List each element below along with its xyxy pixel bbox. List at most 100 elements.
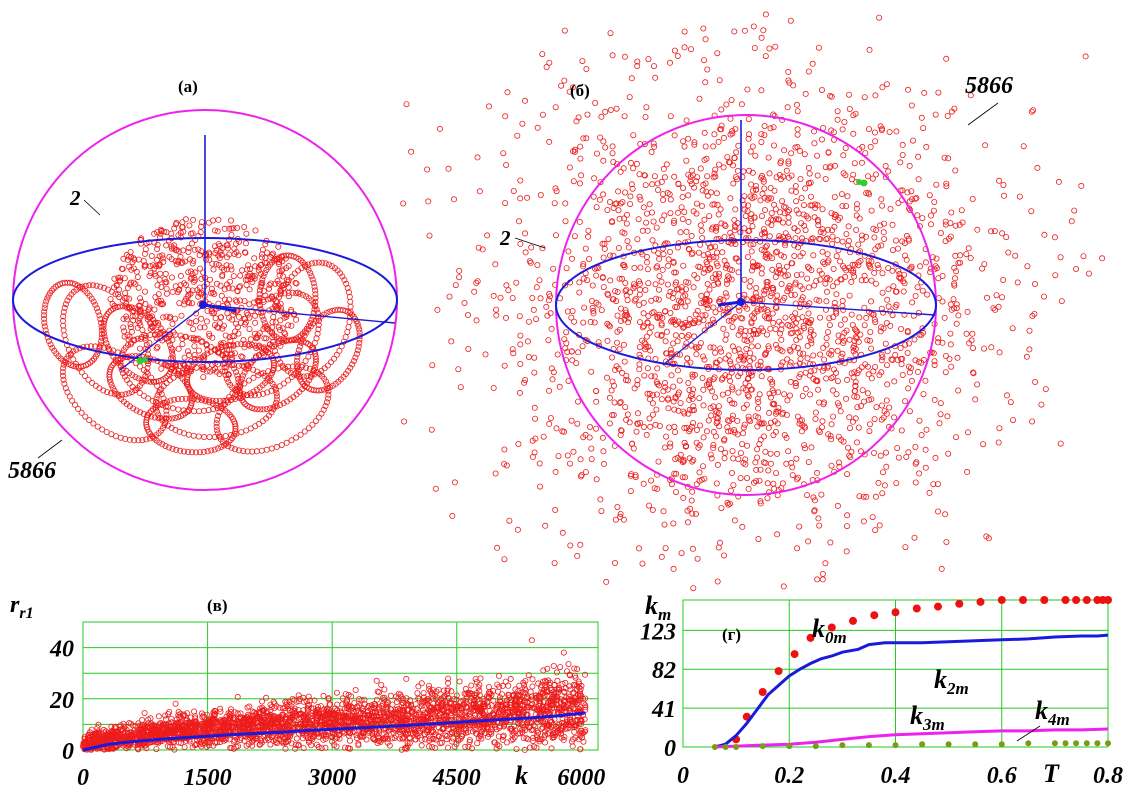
trajectory-point (724, 154, 731, 161)
trajectory-point (283, 439, 290, 446)
trajectory-point (794, 126, 801, 133)
trajectory-point (567, 542, 574, 549)
trajectory-point (936, 420, 943, 427)
trajectory-point (347, 303, 354, 310)
trajectory-point (307, 319, 314, 326)
trajectory-point (149, 324, 156, 331)
trajectory-point (177, 413, 184, 420)
trajectory-point (231, 365, 238, 372)
trajectory-point (766, 233, 773, 240)
trajectory-point (333, 351, 340, 358)
trajectory-point (158, 283, 165, 290)
trajectory-point (235, 313, 242, 320)
trajectory-point (650, 218, 657, 225)
trajectory-point (229, 285, 236, 292)
trajectory-point (953, 320, 960, 327)
trajectory-point (566, 164, 573, 171)
trajectory-point (239, 267, 246, 274)
trajectory-point (307, 374, 314, 381)
trajectory-point (222, 332, 229, 339)
trajectory-point (162, 418, 169, 425)
trajectory-point (215, 324, 222, 331)
trajectory-point (267, 280, 274, 287)
trajectory-point (694, 275, 701, 282)
trajectory-point (769, 310, 776, 317)
trajectory-point (115, 274, 122, 281)
trajectory-point (272, 280, 279, 287)
trajectory-point (685, 519, 692, 526)
trajectory-point (598, 113, 605, 120)
trajectory-point (536, 460, 543, 467)
trajectory-point (785, 448, 792, 455)
trajectory-point (575, 398, 582, 405)
trajectory-point (261, 335, 268, 342)
trajectory-point (830, 366, 837, 373)
trajectory-point (846, 414, 853, 421)
trajectory-point (714, 461, 721, 468)
trajectory-point (833, 391, 840, 398)
trajectory-point (159, 255, 166, 262)
trajectory-point (143, 369, 150, 376)
trajectory-point (517, 177, 524, 184)
trajectory-point (254, 406, 261, 413)
trajectory-point (585, 233, 592, 240)
trajectory-point (165, 237, 172, 244)
trajectory-point (661, 174, 668, 181)
trajectory-point (537, 295, 544, 302)
trajectory-point (266, 281, 273, 288)
trajectory-point (827, 92, 834, 99)
trajectory-point (755, 536, 762, 543)
trajectory-point (750, 23, 757, 30)
trajectory-point (602, 108, 609, 115)
trajectory-point (661, 212, 668, 219)
trajectory-point (274, 255, 281, 262)
trajectory-point (647, 423, 654, 430)
trajectory-point (777, 330, 784, 337)
trajectory-point (819, 248, 826, 255)
trajectory-point (915, 153, 922, 160)
trajectory-point (1071, 207, 1078, 214)
trajectory-point (840, 152, 847, 159)
trajectory-point (285, 293, 292, 300)
trajectory-point (241, 223, 248, 230)
trajectory-point (141, 263, 148, 270)
trajectory-point (293, 434, 300, 441)
trajectory-point (879, 289, 886, 296)
trajectory-point (680, 262, 687, 269)
trajectory-point (715, 211, 722, 218)
trajectory-point (252, 312, 259, 319)
trajectory-point (850, 130, 857, 137)
trajectory-point (747, 148, 754, 155)
trajectory-point (881, 235, 888, 242)
trajectory-point (932, 111, 939, 118)
trajectory-point (817, 314, 824, 321)
trajectory-point (474, 278, 481, 285)
trajectory-point (159, 441, 166, 448)
trajectory-point (773, 470, 780, 477)
trajectory-point (160, 328, 167, 335)
trajectory-point (948, 209, 955, 216)
trajectory-point (122, 391, 129, 398)
trajectory-point (702, 36, 709, 43)
trajectory-point (600, 138, 607, 145)
trajectory-point (307, 342, 314, 349)
trajectory-point (667, 196, 674, 203)
trajectory-point (310, 367, 317, 374)
trajectory-point (733, 149, 740, 156)
trajectory-point (293, 357, 300, 364)
trajectory-point (589, 282, 596, 289)
trajectory-point (857, 331, 864, 338)
trajectory-point (649, 310, 656, 317)
trajectory-point (802, 385, 809, 392)
trajectory-point (309, 421, 316, 428)
trajectory-point (261, 323, 268, 330)
trajectory-point (752, 290, 759, 297)
trajectory-point (1016, 193, 1023, 200)
trajectory-point (206, 256, 213, 263)
trajectory-point (295, 370, 302, 377)
panel-b-axis-y (662, 301, 742, 366)
trajectory-point (239, 393, 246, 400)
trajectory-point (606, 394, 613, 401)
trajectory-point (182, 258, 189, 265)
trajectory-point (793, 476, 800, 483)
